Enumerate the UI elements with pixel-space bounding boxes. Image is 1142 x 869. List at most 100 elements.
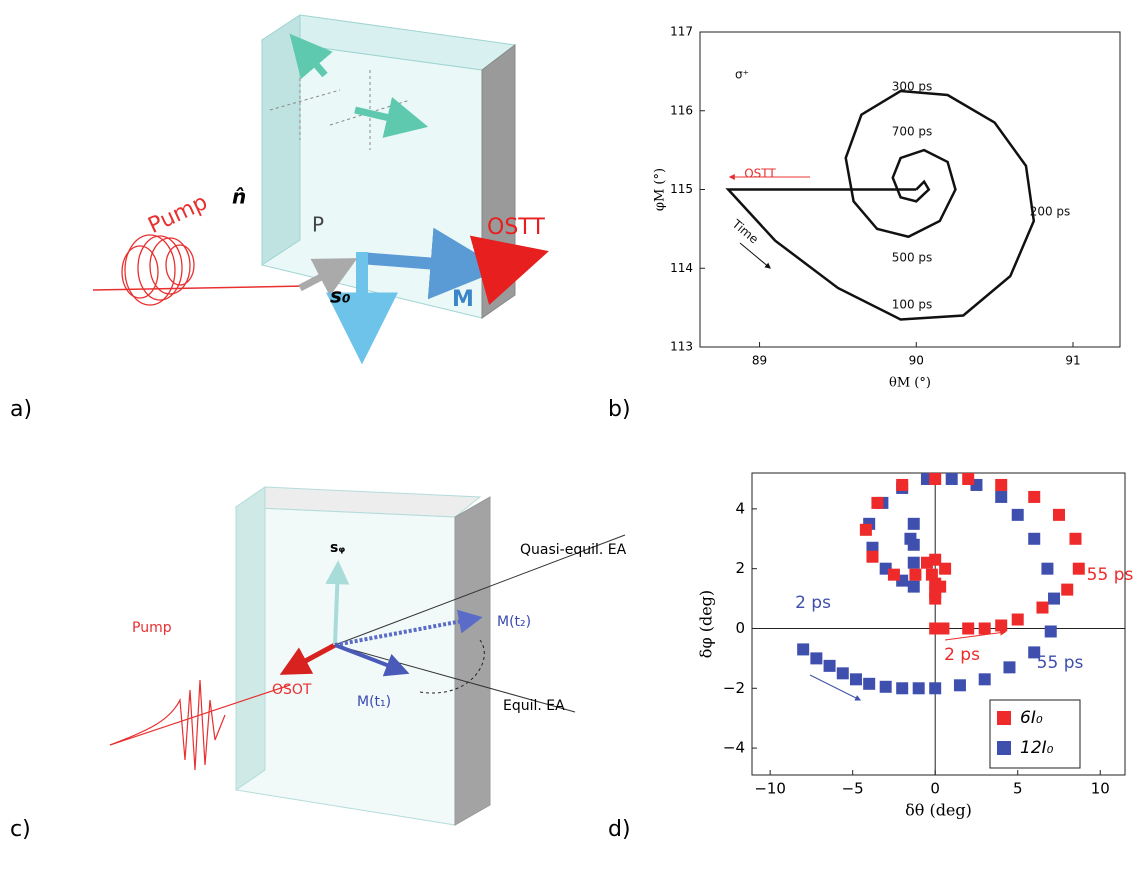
annotation: OSTT (744, 167, 776, 181)
annotation: 55 ps (1087, 565, 1134, 585)
pump-pulse (109, 679, 226, 771)
x-axis-label: δθ (deg) (905, 801, 972, 820)
arrow (944, 629, 1007, 641)
marker (1003, 661, 1016, 674)
label: Pump (145, 190, 212, 239)
y-tick-label: 117 (670, 25, 693, 39)
marker (907, 580, 920, 593)
diagram-c: Pump sᵩ Quasi-equil. EA M(t₂) M(t₁) Equi… (109, 486, 627, 826)
label: Equil. EA (503, 698, 565, 714)
arrow-m (359, 227, 503, 300)
x-axis-label: θM (°) (889, 376, 931, 391)
ea-line (334, 534, 626, 646)
label: OSOT (272, 682, 312, 698)
marker (907, 517, 920, 530)
label: OSTT (487, 215, 545, 240)
marker (929, 592, 942, 605)
annotation: 100 ps (892, 298, 933, 312)
marker (1069, 532, 1082, 545)
marker (995, 478, 1008, 491)
annotation: 55 ps (1037, 653, 1084, 673)
marker (849, 673, 862, 686)
arrow (739, 242, 771, 269)
arrow-s-phi (325, 560, 350, 646)
marker (810, 652, 823, 665)
arrow-ostt (469, 235, 549, 306)
annotation: 300 ps (892, 80, 933, 94)
label: n̂ (232, 185, 246, 209)
marker (1028, 490, 1041, 503)
pump-beam (92, 285, 306, 291)
x-tick-label: 0 (930, 780, 940, 798)
x-tick-label: 10 (1091, 780, 1110, 798)
slab-side (481, 43, 516, 319)
marker (978, 673, 991, 686)
marker (1036, 601, 1049, 614)
y-tick-label: 115 (670, 182, 693, 196)
x-tick-label: 91 (1065, 354, 1080, 368)
marker (1048, 592, 1061, 605)
marker (907, 538, 920, 551)
marker (866, 550, 879, 563)
marker (896, 478, 909, 491)
pump-beam (109, 684, 291, 746)
arrow-m-t2 (334, 609, 483, 647)
chart: −10 −5 0 5 10 −4 −2 0 2 4 δθ (deg) δφ (deg) 2 ps 55 p… (697, 472, 1134, 820)
label: M (452, 287, 474, 312)
marker (859, 523, 872, 536)
annotation: 2 ps (944, 645, 980, 665)
marker (863, 677, 876, 690)
marker (1072, 562, 1085, 575)
arrow (809, 674, 862, 701)
slab-left (235, 486, 266, 791)
marker (896, 682, 909, 695)
marker (939, 562, 952, 575)
marker (879, 680, 892, 693)
data-line (725, 89, 1036, 321)
slab-left (261, 14, 301, 266)
diagram-a: Pump n̂ P s₀ M OSTT (92, 14, 549, 365)
label: sᵩ (330, 540, 345, 556)
marker (907, 556, 920, 569)
y-tick-label: −4 (723, 739, 745, 757)
legend-swatch (997, 711, 1011, 725)
annotation: 700 ps (892, 125, 933, 139)
y-tick-label: 2 (735, 559, 745, 577)
arrow-p (298, 258, 358, 297)
marker (937, 622, 950, 635)
panel-label: c) (10, 817, 31, 842)
marker (871, 496, 884, 509)
marker (995, 490, 1008, 503)
pump-pulse (121, 234, 195, 306)
label: M(t₁) (357, 694, 391, 710)
annotation: 2 ps (795, 593, 831, 613)
legend-label: 6I₀ (1020, 708, 1043, 728)
panel-label: d) (608, 817, 631, 842)
marker (887, 568, 900, 581)
annotation: 500 ps (892, 251, 933, 265)
marker (797, 643, 810, 656)
label: P (312, 213, 324, 237)
marker (978, 622, 991, 635)
marker (953, 679, 966, 692)
y-tick-label: 114 (670, 261, 693, 275)
chart: 89 90 91 113 114 115 116 117 θM (°) φM (°) σ⁺ 300 p… (653, 25, 1121, 391)
legend-swatch (997, 741, 1011, 755)
marker (1011, 613, 1024, 626)
y-tick-label: 0 (735, 619, 745, 637)
marker (929, 553, 942, 566)
marker (962, 622, 975, 635)
x-tick-label: 89 (752, 354, 767, 368)
marker (823, 659, 836, 672)
marker (912, 682, 925, 695)
marker (995, 619, 1008, 632)
ea-line (334, 644, 576, 713)
marker (925, 568, 938, 581)
legend-label: 12I₀ (1020, 738, 1054, 758)
x-tick-label: −10 (754, 780, 786, 798)
marker (1028, 646, 1041, 659)
panel-label: a) (10, 397, 32, 422)
x-tick-label: 90 (909, 354, 924, 368)
marker (1044, 625, 1057, 638)
panel-label: b) (608, 397, 631, 422)
